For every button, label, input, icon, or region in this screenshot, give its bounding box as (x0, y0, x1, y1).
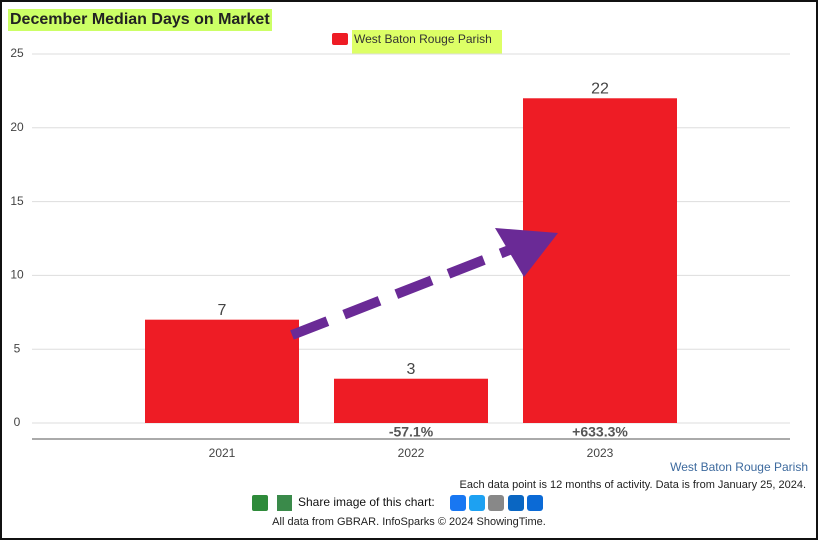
share-icons[interactable] (252, 495, 543, 511)
facebook-icon[interactable] (450, 495, 466, 511)
data-label: 3 (407, 361, 416, 378)
more-icon[interactable] (527, 495, 543, 511)
y-tick-label: 25 (10, 46, 24, 60)
credits: All data from GBRAR. InfoSparks © 2024 S… (272, 516, 546, 528)
note: Each data point is 12 months of activity… (460, 479, 806, 491)
annotation-arrow (290, 228, 558, 340)
bar (523, 98, 677, 423)
change-label: +633.3% (572, 424, 628, 440)
data-label: 7 (218, 302, 227, 319)
bar (145, 319, 299, 423)
y-tick-label: 15 (10, 194, 24, 208)
excel-icon[interactable] (277, 495, 292, 511)
area-label: West Baton Rouge Parish (670, 460, 808, 474)
legend-label: West Baton Rouge Parish (354, 32, 492, 46)
legend-swatch (332, 33, 348, 45)
y-tick-label: 10 (10, 268, 24, 282)
y-tick-label: 5 (14, 341, 21, 355)
share-icon[interactable] (252, 495, 268, 511)
title-highlight (8, 9, 272, 31)
change-label: -57.1% (389, 424, 434, 440)
share-label: Share image of this chart: (298, 495, 435, 509)
email-icon[interactable] (488, 495, 504, 511)
chart-title: December Median Days on Market (10, 11, 270, 28)
data-label: 22 (591, 80, 609, 97)
linkedin-icon[interactable] (508, 495, 524, 511)
y-tick-label: 20 (10, 120, 24, 134)
x-tick-label: 2023 (587, 446, 614, 460)
x-tick-label: 2022 (398, 446, 425, 460)
y-tick-label: 0 (14, 415, 21, 429)
x-tick-label: 2021 (209, 446, 236, 460)
bar (334, 378, 488, 423)
legend-highlight (352, 30, 502, 54)
twitter-icon[interactable] (469, 495, 485, 511)
